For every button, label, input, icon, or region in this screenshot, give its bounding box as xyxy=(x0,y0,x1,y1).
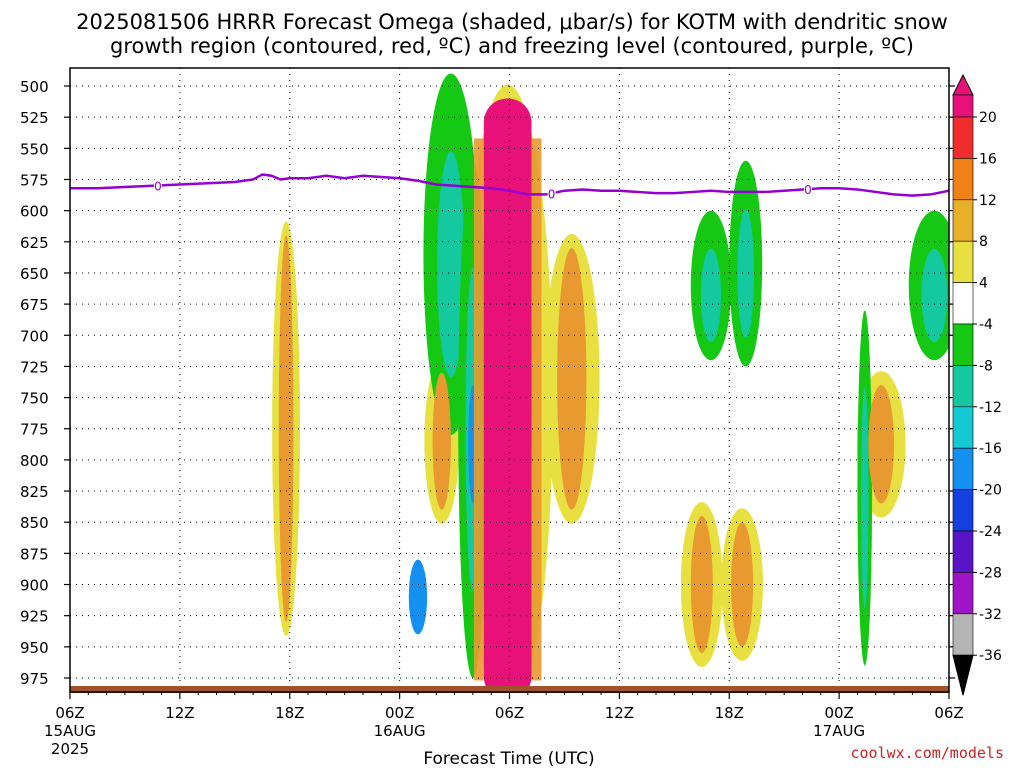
y-tick-label-725: 725 xyxy=(20,358,49,376)
x-tick-label-12: 18Z xyxy=(275,704,304,722)
colorbar-label-9: -20 xyxy=(979,483,1002,499)
colorbar-segment-6 xyxy=(952,323,974,366)
colorbar-label-8: -16 xyxy=(979,441,1002,457)
freezing-level-label-bg-0 xyxy=(153,179,162,192)
colorbar-segment-2 xyxy=(952,158,974,201)
omega-shading-layer xyxy=(272,73,949,692)
y-tick-label-925: 925 xyxy=(20,608,49,626)
colorbar-label-7: -12 xyxy=(979,400,1002,416)
omega-teal-core-0 xyxy=(437,151,465,378)
colorbar-label-3: 8 xyxy=(979,234,988,250)
y-tick-label-775: 775 xyxy=(20,421,49,439)
y-tick-label-600: 600 xyxy=(20,203,49,221)
colorbar-segment-8 xyxy=(952,406,974,449)
pink-edge-left xyxy=(473,138,484,681)
y-tick-label-675: 675 xyxy=(20,296,49,314)
colorbar-segment-12 xyxy=(952,572,974,615)
y-tick-label-500: 500 xyxy=(20,78,49,96)
freezing-level-label-2: 0 xyxy=(804,183,812,197)
colorbar-segment-7 xyxy=(952,365,974,408)
pink-edge-right xyxy=(531,138,542,681)
y-tick-label-525: 525 xyxy=(20,109,49,127)
colorbar-segment-0 xyxy=(952,94,974,118)
x-tick-sublabel-18-0: 16AUG xyxy=(374,722,426,740)
omega-orange-region-2 xyxy=(557,248,587,510)
colorbar-segment-13 xyxy=(952,613,974,656)
x-tick-label-6: 12Z xyxy=(165,704,194,722)
y-tick-label-825: 825 xyxy=(20,483,49,501)
colorbar-label-13: -36 xyxy=(979,648,1002,664)
colorbar-label-2: 12 xyxy=(979,193,997,209)
x-tick-sublabel-42-0: 17AUG xyxy=(813,722,865,740)
credit-link[interactable]: coolwx.com/models xyxy=(850,744,1004,762)
x-tick-sublabel-0-0: 15AUG xyxy=(44,722,96,740)
colorbar-label-5: -4 xyxy=(979,317,993,333)
colorbar-bottom-arrow xyxy=(952,654,974,696)
colorbar: 20 16 12 8 4 -4 -8 -12 -16 -20 -24 -28 -32 -36 xyxy=(952,73,1002,696)
y-tick-label-900: 900 xyxy=(20,577,49,595)
colorbar-label-12: -32 xyxy=(979,607,1002,623)
omega-teal-core-4 xyxy=(861,386,869,609)
y-tick-label-850: 850 xyxy=(20,514,49,532)
x-tick-label-24: 06Z xyxy=(495,704,524,722)
x-tick-label-42: 00Z xyxy=(824,704,853,722)
x-tick-label-18: 00Z xyxy=(385,704,414,722)
y-tick-label-875: 875 xyxy=(20,545,49,563)
omega-teal-core-2 xyxy=(700,248,722,343)
chart-title-line-1: 2025081506 HRRR Forecast Omega (shaded, … xyxy=(76,10,948,34)
freezing-level-layer: 0 0 0 xyxy=(70,173,949,201)
chart-title-line-2: growth region (contoured, red, ºC) and f… xyxy=(110,34,914,58)
y-tick-label-800: 800 xyxy=(20,452,49,470)
colorbar-segment-11 xyxy=(952,530,974,573)
pink-core xyxy=(483,98,532,692)
omega-blue-region-1 xyxy=(408,559,428,635)
omega-orange-region-3 xyxy=(690,515,713,654)
omega-orange-region-1 xyxy=(432,372,451,510)
colorbar-segment-9 xyxy=(952,447,974,490)
omega-teal-core-3 xyxy=(737,209,754,338)
omega-orange-region-5 xyxy=(868,385,895,504)
freezing-level-label-0: 0 xyxy=(154,179,162,193)
terrain-strip xyxy=(70,686,949,693)
x-tick-label-30: 12Z xyxy=(605,704,634,722)
freezing-level-label-bg-1 xyxy=(547,187,556,200)
colorbar-segment-10 xyxy=(952,489,974,532)
colorbar-label-1: 16 xyxy=(979,151,997,167)
pressure-axis: 500 525 550 575 600 625 650 675 700 725 750 775 800 8… xyxy=(20,78,955,688)
x-tick-sublabel-0-1: 2025 xyxy=(51,740,89,758)
colorbar-segment-1 xyxy=(952,116,974,159)
y-tick-label-750: 750 xyxy=(20,390,49,408)
colorbar-top-arrow xyxy=(952,73,974,96)
freezing-level-label-1: 0 xyxy=(548,187,556,201)
colorbar-segment-3 xyxy=(952,199,974,242)
y-tick-label-550: 550 xyxy=(20,140,49,158)
omega-teal-core-5 xyxy=(921,248,948,343)
y-tick-label-975: 975 xyxy=(20,670,49,688)
terrain-layer xyxy=(70,686,949,693)
y-tick-label-700: 700 xyxy=(20,327,49,345)
colorbar-label-11: -28 xyxy=(979,565,1002,581)
colorbar-label-10: -24 xyxy=(979,524,1002,540)
colorbar-label-6: -8 xyxy=(979,358,993,374)
y-tick-label-575: 575 xyxy=(20,171,49,189)
x-tick-label-48: 06Z xyxy=(934,704,963,722)
colorbar-label-0: 20 xyxy=(979,110,997,126)
grid-layer xyxy=(70,68,949,692)
colorbar-label-4: 4 xyxy=(979,276,988,292)
freezing-level-label-bg-2 xyxy=(803,183,812,196)
x-tick-label-36: 18Z xyxy=(715,704,744,722)
colorbar-segment-4 xyxy=(952,240,974,283)
y-tick-label-625: 625 xyxy=(20,234,49,252)
colorbar-segment-5 xyxy=(952,282,974,325)
y-tick-label-950: 950 xyxy=(20,639,49,657)
x-tick-label-0: 06Z xyxy=(55,704,84,722)
y-tick-label-650: 650 xyxy=(20,265,49,283)
x-axis-title: Forecast Time (UTC) xyxy=(423,749,594,768)
